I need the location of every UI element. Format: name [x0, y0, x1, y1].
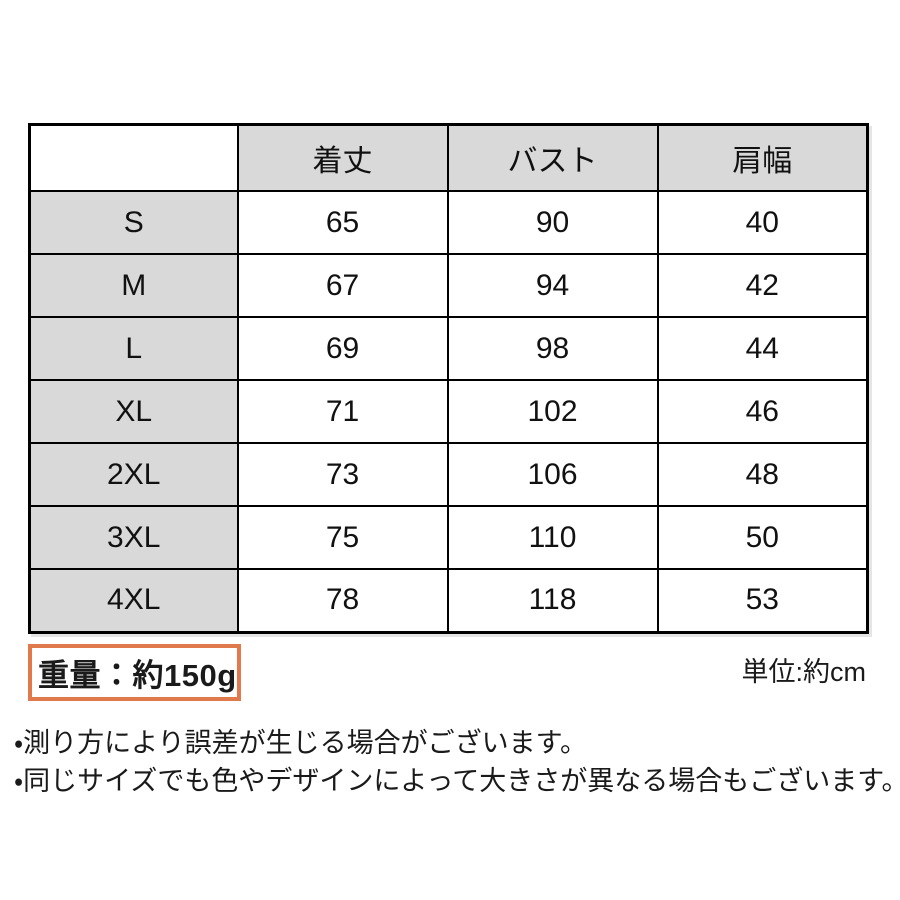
size-label: 3XL — [28, 505, 239, 570]
table-cell: 65 — [236, 190, 449, 255]
table-cell: 46 — [656, 379, 869, 444]
table-cell: 53 — [656, 568, 869, 633]
table-cell: 50 — [656, 505, 869, 570]
weight-label: 重量：約150g — [38, 658, 237, 693]
table-cell: 106 — [446, 442, 659, 507]
table-cell: 44 — [656, 316, 869, 381]
size-label: L — [28, 316, 239, 381]
size-label: M — [28, 253, 239, 318]
table-cell: 110 — [446, 505, 659, 570]
table-cell: 71 — [236, 379, 449, 444]
table-cell: 40 — [656, 190, 869, 255]
corner-cell — [28, 123, 239, 192]
table-cell: 90 — [446, 190, 659, 255]
table-cell: 75 — [236, 505, 449, 570]
size-label: 4XL — [28, 568, 239, 633]
table-cell: 48 — [656, 442, 869, 507]
table-cell: 73 — [236, 442, 449, 507]
table-cell: 102 — [446, 379, 659, 444]
table-row: 2XL 73 106 48 — [28, 442, 869, 507]
col-header-bust: バスト — [446, 123, 659, 192]
note-line: ・測り方により誤差が生じる場合がございます。 — [14, 728, 587, 758]
table-row: XL 71 102 46 — [28, 379, 869, 444]
table-cell: 118 — [446, 568, 659, 633]
table-cell: 78 — [236, 568, 449, 633]
size-label: 2XL — [28, 442, 239, 507]
table-cell: 98 — [446, 316, 659, 381]
table-header-row: 着丈 バスト 肩幅 — [28, 123, 869, 192]
table-cell: 42 — [656, 253, 869, 318]
table-row: S 65 90 40 — [28, 190, 869, 255]
table-row: 4XL 78 118 53 — [28, 568, 869, 633]
size-label: S — [28, 190, 239, 255]
table-cell: 94 — [446, 253, 659, 318]
size-table: 着丈 バスト 肩幅 S 65 90 40 M 67 94 42 L 69 98 — [28, 123, 869, 634]
table-row: L 69 98 44 — [28, 316, 869, 381]
unit-label: 単位:約cm — [741, 657, 867, 687]
table-cell: 69 — [236, 316, 449, 381]
weight-badge: 重量：約150g — [28, 644, 241, 701]
notes-section: ・測り方により誤差が生じる場合がございます。 ・同じサイズでも色やデザインによっ… — [14, 724, 900, 800]
col-header-shoulder: 肩幅 — [656, 123, 869, 192]
col-header-length: 着丈 — [236, 123, 449, 192]
table-row: 3XL 75 110 50 — [28, 505, 869, 570]
size-label: XL — [28, 379, 239, 444]
table-cell: 67 — [236, 253, 449, 318]
table-row: M 67 94 42 — [28, 253, 869, 318]
note-line: ・同じサイズでも色やデザインによって大きさが異なる場合もございます。 — [14, 766, 900, 796]
